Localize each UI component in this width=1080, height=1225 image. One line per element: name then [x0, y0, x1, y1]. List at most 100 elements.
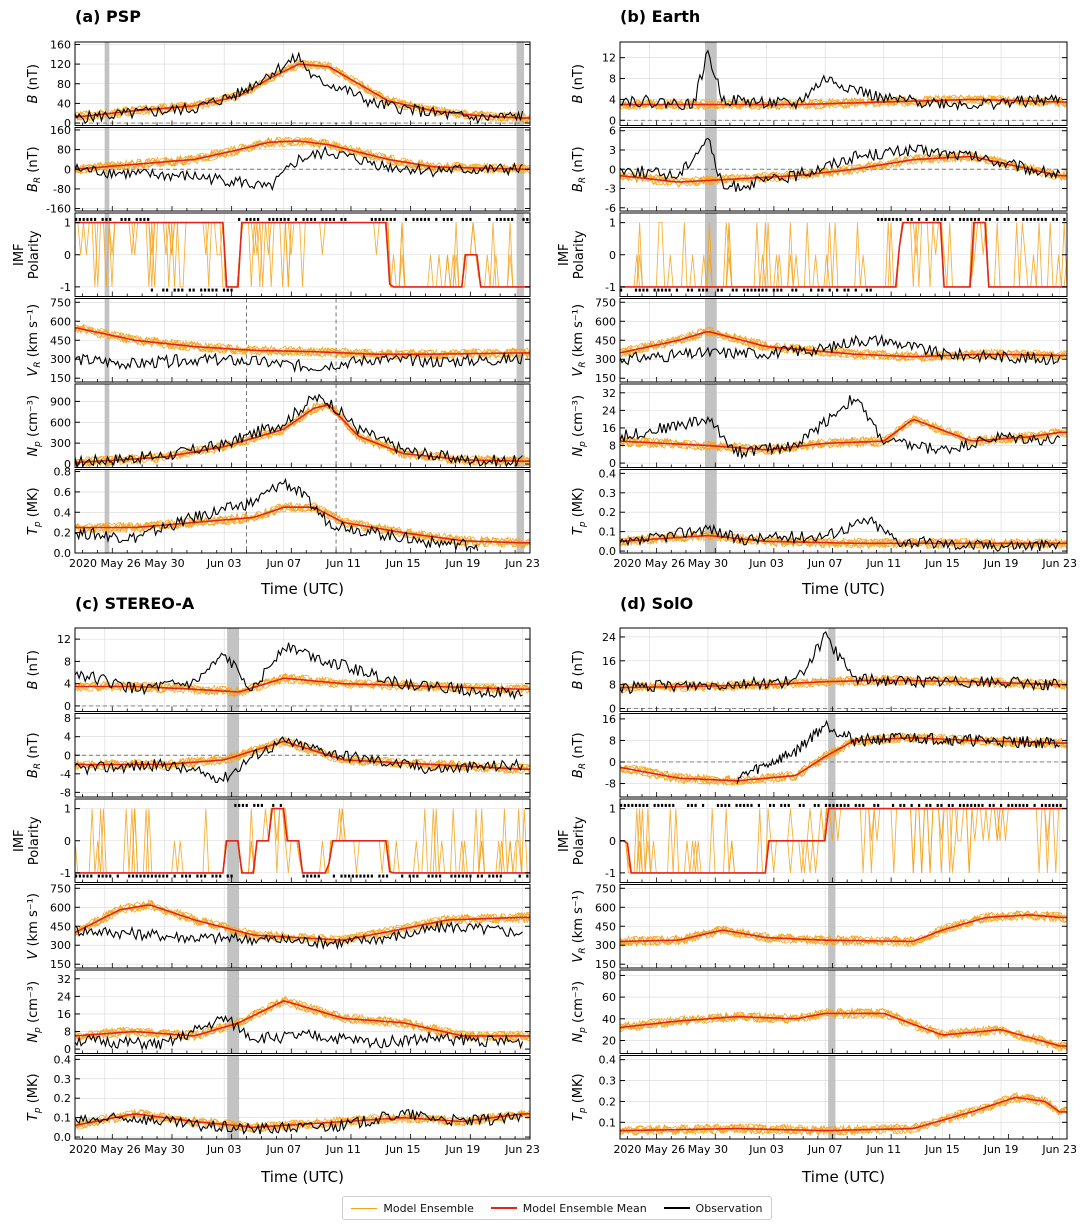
observation-polarity-mark: [977, 217, 980, 221]
subplot-5: 0 300 600 900 Np (cm⁻³): [26, 383, 531, 471]
observation-polarity-mark: [495, 217, 499, 221]
observation-swatch: [663, 1207, 690, 1209]
y-tick-label: 0: [64, 249, 71, 262]
panel-title: (b) Earth: [620, 7, 700, 26]
ylabel-unit: (nT): [571, 732, 586, 758]
x-tick-label: Jun 23: [1041, 1143, 1077, 1156]
y-tick-label: -1: [605, 867, 616, 880]
y-tick-label: 0: [64, 117, 71, 130]
subplot-5: 0 8 16 24 32 Np (cm⁻³): [571, 383, 1068, 470]
observation-line: [619, 49, 1061, 112]
y-tick-label: 600: [50, 416, 71, 429]
observation-polarity-mark: [272, 803, 275, 807]
observation-polarity-mark: [374, 217, 377, 221]
y-tick-label: 24: [602, 404, 616, 417]
observation-line: [74, 1015, 524, 1051]
ylabel-unit: (nT): [26, 650, 41, 676]
observation-polarity-mark: [672, 803, 675, 807]
observation-polarity-mark: [642, 288, 645, 292]
event-highlight-band: [516, 298, 525, 382]
observation-polarity-mark: [93, 217, 97, 221]
y-tick-label: 1: [609, 217, 616, 230]
observation-polarity-mark: [1014, 217, 1018, 221]
observation-polarity-mark: [488, 874, 491, 878]
ylabel-symbol: B: [26, 94, 41, 103]
ensemble-mean-line: [619, 1096, 1067, 1132]
observation-polarity-mark: [207, 288, 210, 292]
observation-polarity-mark: [634, 288, 638, 292]
ensemble-mean-line: [75, 221, 530, 288]
observation-polarity-mark: [385, 217, 389, 221]
observation-polarity-mark: [344, 217, 347, 221]
observation-polarity-mark: [877, 217, 880, 221]
y-tick-label: -1: [60, 867, 71, 880]
ylabel-symbol: V: [571, 953, 586, 963]
ylabel-symbol: T: [26, 526, 41, 535]
y-tick-label: 16: [602, 422, 616, 435]
y-tick-label: 24: [57, 990, 71, 1003]
observation-polarity-mark: [306, 217, 309, 221]
observation-polarity-mark: [435, 217, 438, 221]
observation-polarity-mark: [120, 217, 123, 221]
x-tick-label: May 30: [144, 1143, 184, 1156]
observation-polarity-mark: [776, 288, 779, 292]
y-tick-label: 0: [64, 1043, 71, 1056]
y-tick-label: 0.6: [54, 486, 72, 499]
observation-polarity-mark: [158, 874, 161, 878]
observation-polarity-mark: [839, 803, 842, 807]
event-highlight-band: [705, 384, 717, 468]
observation-polarity-mark: [936, 803, 939, 807]
y-axis-label: BR (nT): [571, 732, 588, 778]
ensemble-member-line: [619, 1007, 1068, 1051]
observation-polarity-mark: [465, 217, 468, 221]
ylabel-symbol: T: [571, 1112, 586, 1121]
observation-polarity-mark: [116, 874, 119, 878]
observation-polarity-mark: [865, 288, 869, 292]
observation-polarity-mark: [272, 217, 275, 221]
ylabel-subscript: p: [33, 521, 43, 528]
event-highlight-band: [705, 127, 717, 211]
observation-polarity-mark: [348, 874, 351, 878]
ylabel-subscript: R: [33, 361, 43, 367]
observation-polarity-mark: [936, 217, 939, 221]
observation-polarity-mark: [988, 803, 991, 807]
observation-polarity-mark: [660, 288, 664, 292]
event-highlight-band: [227, 970, 240, 1054]
y-tick-label: 0.0: [599, 545, 617, 558]
observation-polarity-mark: [660, 803, 664, 807]
y-tick-label: 0: [64, 835, 71, 848]
observation-polarity-mark: [257, 803, 260, 807]
ensemble-swatch: [351, 1207, 378, 1209]
event-highlight-band: [516, 42, 525, 126]
observation-polarity-mark: [962, 803, 965, 807]
y-tick-label: 40: [602, 1013, 616, 1026]
subplot-4: 150 300 450 600 750 V (km s⁻¹): [26, 882, 531, 971]
observation-polarity-mark: [211, 874, 214, 878]
observation-polarity-mark: [694, 803, 697, 807]
observation-line: [736, 719, 1061, 784]
observation-polarity-mark: [363, 874, 366, 878]
event-highlight-band: [104, 469, 110, 553]
ensemble-mean-line: [619, 534, 1067, 545]
subplot-3: -1 0 1 IMF Polarity: [557, 798, 1068, 883]
observation-polarity-mark: [1033, 803, 1036, 807]
observation-polarity-mark: [925, 217, 928, 221]
x-tick-label: Jun 11: [865, 1143, 901, 1156]
y-tick-label: 16: [57, 1008, 71, 1021]
y-tick-label: 600: [50, 901, 71, 914]
y-tick-label: 150: [50, 958, 71, 971]
x-tick-label: Jun 15: [924, 557, 960, 570]
event-highlight-band: [104, 298, 110, 382]
ylabel-subscript: R: [33, 763, 43, 769]
x-tick-label: 2020 May 26: [69, 1143, 141, 1156]
y-tick-label: 150: [595, 958, 616, 971]
y-tick-label: -1: [605, 281, 616, 294]
observation-polarity-mark: [1044, 217, 1047, 221]
observation-line: [619, 137, 1061, 192]
observation-polarity-mark: [355, 874, 358, 878]
observation-polarity-mark: [275, 217, 279, 221]
y-axis-label: VR (km s⁻¹): [571, 890, 588, 963]
observation-polarity-mark: [880, 217, 883, 221]
observation-polarity-mark: [891, 803, 895, 807]
